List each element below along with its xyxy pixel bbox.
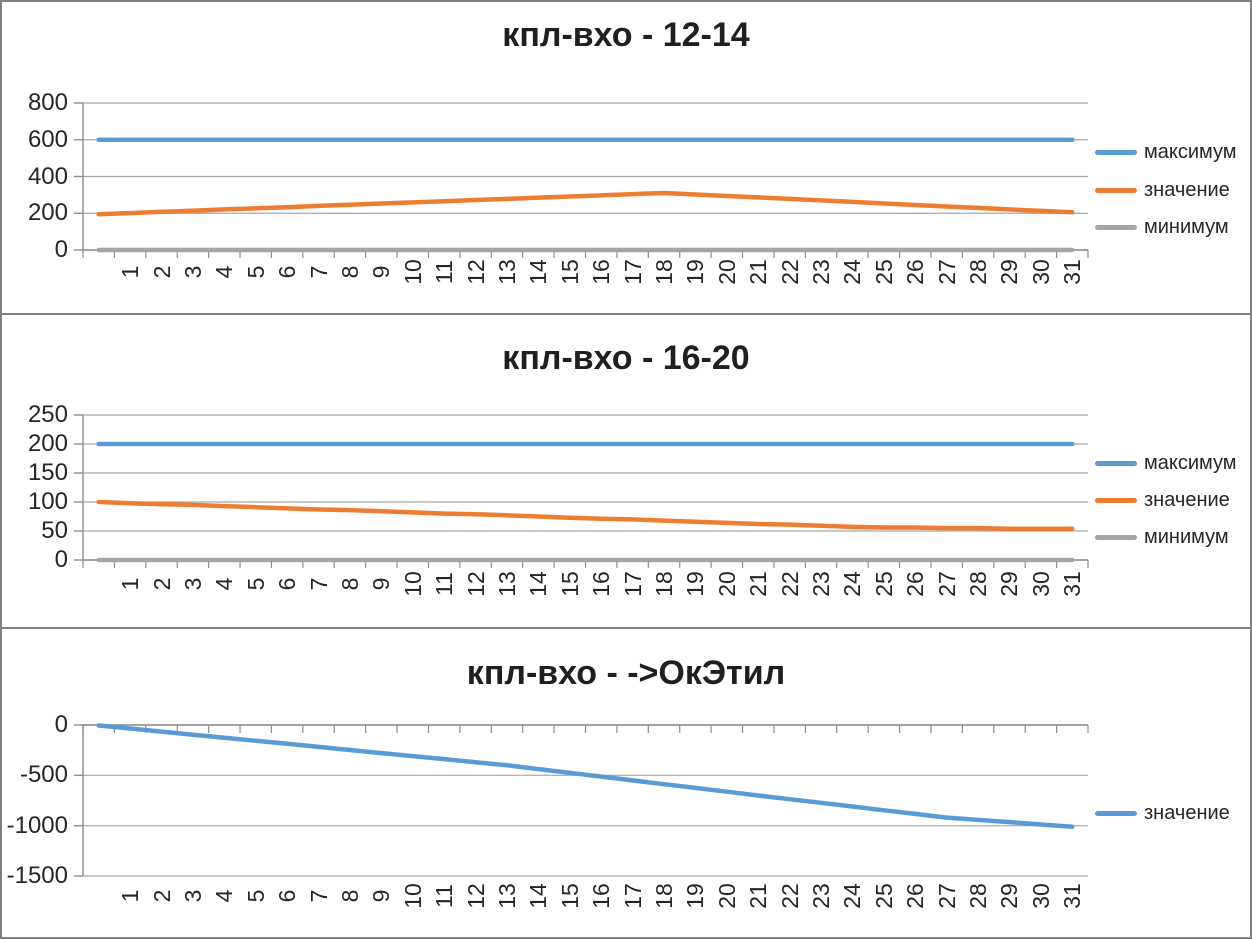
x-axis-label: 31 bbox=[1058, 883, 1085, 909]
x-axis-label: 4 bbox=[210, 577, 237, 591]
chart-title: кпл-вхо - 12-14 bbox=[502, 16, 750, 54]
chart-panel-12-14: кпл-вхо - 12-14 0 200 400 600 800 1 2 3 4 5 6 7 8 9 10… bbox=[2, 2, 1250, 315]
x-axis-label: 26 bbox=[901, 883, 928, 909]
x-axis-label: 9 bbox=[367, 889, 394, 903]
legend-item-значение: значение bbox=[1095, 178, 1230, 202]
y-axis-label: -500 bbox=[19, 761, 68, 789]
y-axis-label: 0 bbox=[54, 546, 68, 573]
y-axis-label: 400 bbox=[27, 162, 68, 190]
legend-label: значение bbox=[1144, 801, 1230, 824]
chart-panel-oketil: кпл-вхо - ->ОкЭтил 0 -500 -1000 -1500 1 2 3 4 5 6… bbox=[2, 629, 1250, 937]
y-axis-label: 0 bbox=[54, 236, 68, 263]
x-axis-label: 6 bbox=[273, 577, 300, 591]
x-axis-label: 21 bbox=[744, 883, 771, 909]
x-axis-label: 14 bbox=[524, 883, 551, 909]
x-axis-label: 11 bbox=[430, 260, 457, 284]
x-axis-label: 11 bbox=[430, 884, 457, 908]
legend-line-swatch bbox=[1095, 534, 1137, 540]
y-axis-label: 250 bbox=[27, 401, 68, 428]
x-axis-label: 4 bbox=[210, 889, 237, 903]
series-line-значение bbox=[96, 499, 1075, 531]
x-axis-label: 14 bbox=[524, 259, 551, 285]
legend-label: минимум bbox=[1144, 215, 1229, 238]
y-axis-label: -1000 bbox=[6, 811, 68, 839]
chart-canvas bbox=[74, 102, 1089, 258]
series-line-значение bbox=[96, 190, 1075, 217]
x-axis-label: 11 bbox=[430, 572, 457, 596]
x-axis-label: 26 bbox=[901, 571, 928, 597]
chart-panel-16-20: кпл-вхо - 16-20 0 50 100 150 200 250 1 2 3 4 5 6 7 8 9… bbox=[2, 315, 1250, 629]
y-axis-label: 600 bbox=[27, 125, 68, 153]
x-axis-label: 31 bbox=[1058, 259, 1085, 285]
legend-item-максимум: максимум bbox=[1095, 451, 1237, 475]
legend-item-минимум: минимум bbox=[1095, 525, 1229, 549]
legend-label: минимум bbox=[1144, 525, 1229, 548]
legend-label: максимум bbox=[1144, 451, 1237, 474]
legend-item-значение: значение bbox=[1095, 801, 1230, 825]
x-axis-label: 1 bbox=[116, 889, 143, 903]
chart-canvas bbox=[74, 414, 1089, 568]
y-axis-label: -1500 bbox=[6, 862, 68, 889]
legend-label: значение bbox=[1144, 178, 1230, 201]
x-axis-label: 4 bbox=[210, 265, 237, 279]
chart-title: кпл-вхо - 16-20 bbox=[502, 339, 750, 377]
x-axis-label: 21 bbox=[744, 571, 771, 597]
y-axis-label: 200 bbox=[27, 199, 68, 227]
legend-line-swatch bbox=[1095, 810, 1137, 816]
legend-line-swatch bbox=[1095, 224, 1137, 230]
y-axis-label: 0 bbox=[54, 711, 68, 738]
x-axis-label: 31 bbox=[1058, 571, 1085, 597]
plot-area: 0 -500 -1000 -1500 1 2 3 4 5 6 7 8 9 10 11 12 13 14 15 16 17… bbox=[2, 629, 1250, 937]
legend-label: значение bbox=[1144, 488, 1230, 511]
x-axis-label: 21 bbox=[744, 259, 771, 285]
x-axis-label: 16 bbox=[587, 571, 614, 597]
chart-title: кпл-вхо - ->ОкЭтил bbox=[466, 654, 786, 692]
legend-line-swatch bbox=[1095, 187, 1137, 193]
legend-item-максимум: максимум bbox=[1095, 140, 1237, 164]
legend-item-минимум: минимум bbox=[1095, 215, 1229, 239]
x-axis-label: 16 bbox=[587, 259, 614, 285]
legend-label: максимум bbox=[1144, 140, 1237, 163]
y-axis-label: 100 bbox=[27, 488, 68, 515]
plot-area: 0 200 400 600 800 1 2 3 4 5 6 7 8 9 10 11 12 13 14 15 16 17 18… bbox=[2, 2, 1250, 313]
x-axis-label: 1 bbox=[116, 265, 143, 279]
y-axis-label: 150 bbox=[27, 459, 68, 486]
x-axis-label: 1 bbox=[116, 577, 143, 591]
x-axis-label: 14 bbox=[524, 571, 551, 597]
series-line-значение bbox=[96, 723, 1075, 829]
x-axis-label: 6 bbox=[273, 265, 300, 279]
x-axis-label: 26 bbox=[901, 259, 928, 285]
legend-line-swatch bbox=[1095, 460, 1137, 466]
x-axis-label: 6 bbox=[273, 889, 300, 903]
legend-line-swatch bbox=[1095, 149, 1137, 155]
y-axis-label: 50 bbox=[41, 517, 68, 544]
legend-line-swatch bbox=[1095, 497, 1137, 503]
x-axis-label: 9 bbox=[367, 265, 394, 279]
chart-canvas bbox=[74, 723, 1089, 877]
y-axis-label: 800 bbox=[27, 89, 68, 116]
x-axis-label: 9 bbox=[367, 577, 394, 591]
plot-area: 0 50 100 150 200 250 1 2 3 4 5 6 7 8 9 10 11 12 13 14 15 16 17… bbox=[2, 315, 1250, 627]
x-axis-label: 16 bbox=[587, 883, 614, 909]
legend-item-значение: значение bbox=[1095, 488, 1230, 512]
y-axis-label: 200 bbox=[27, 430, 68, 457]
